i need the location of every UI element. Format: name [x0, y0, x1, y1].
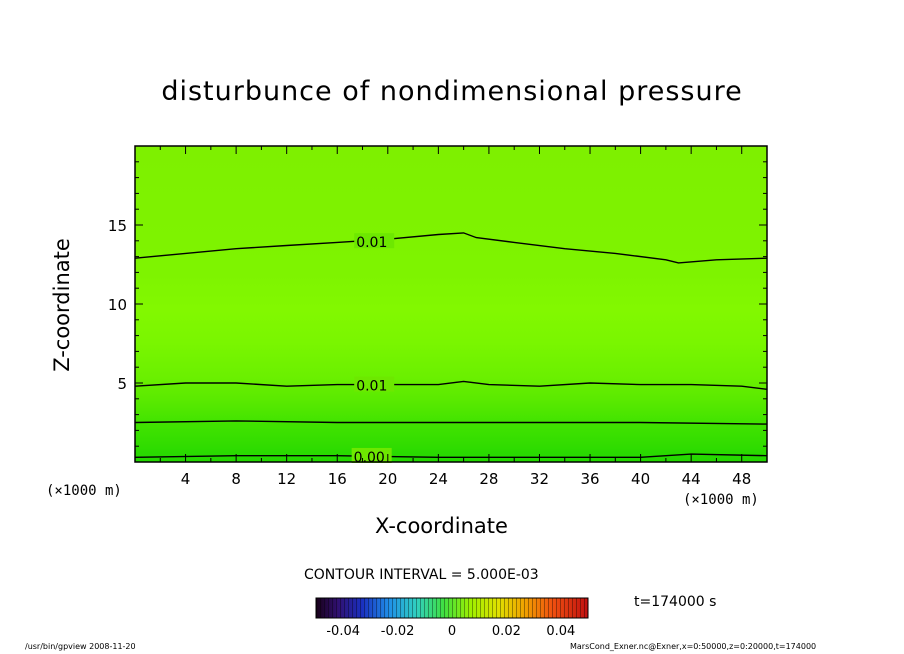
colorbar-frame [315, 597, 589, 619]
contour-line [134, 232, 768, 264]
footer-source: MarsCond_Exner.nc@Exner,x=0:50000,z=0:20… [570, 642, 817, 651]
contour-line [134, 380, 768, 390]
footer-command: /usr/bin/gpview 2008-11-20 [25, 642, 136, 651]
y-tick-label: 5 [117, 375, 127, 393]
x-tick-label: 4 [181, 470, 191, 488]
colorbar-tick-label: 0.04 [546, 624, 576, 639]
contour-line [134, 420, 768, 425]
x-tick-label: 12 [277, 470, 296, 488]
x-tick-label: 44 [682, 470, 701, 488]
x-axis-label: X-coordinate [375, 514, 508, 538]
contour-label: 0.00 [354, 450, 385, 466]
contour-label: 0.01 [356, 235, 387, 251]
x-tick-label: 48 [732, 470, 751, 488]
time-label: t=174000 s [634, 594, 717, 610]
plot-field [135, 146, 767, 462]
contour-label: 0.01 [356, 379, 387, 395]
colorbar-tick-label: 0 [447, 624, 457, 639]
x-unit-label-right: (×1000 m) [683, 492, 759, 508]
x-unit-label-left: (×1000 m) [46, 483, 122, 499]
x-tick-label: 16 [328, 470, 347, 488]
x-tick-label: 24 [429, 470, 448, 488]
colorbar-tick-label: 0.02 [491, 624, 521, 639]
x-tick-label: 28 [479, 470, 498, 488]
y-tick-label: 15 [108, 217, 127, 235]
colorbar-tick-label: -0.04 [326, 624, 361, 639]
x-tick-label: 40 [631, 470, 650, 488]
x-tick-label: 8 [231, 470, 241, 488]
x-tick-label: 36 [580, 470, 599, 488]
y-axis-label: Z-coordinate [50, 238, 74, 372]
x-tick-label: 32 [530, 470, 549, 488]
chart-title: disturbunce of nondimensional pressure [161, 76, 743, 107]
x-tick-label: 20 [378, 470, 397, 488]
colorbar-tick-label: -0.02 [380, 624, 415, 639]
y-tick-label: 10 [108, 296, 127, 314]
contour-interval-label: CONTOUR INTERVAL = 5.000E-03 [304, 567, 539, 583]
